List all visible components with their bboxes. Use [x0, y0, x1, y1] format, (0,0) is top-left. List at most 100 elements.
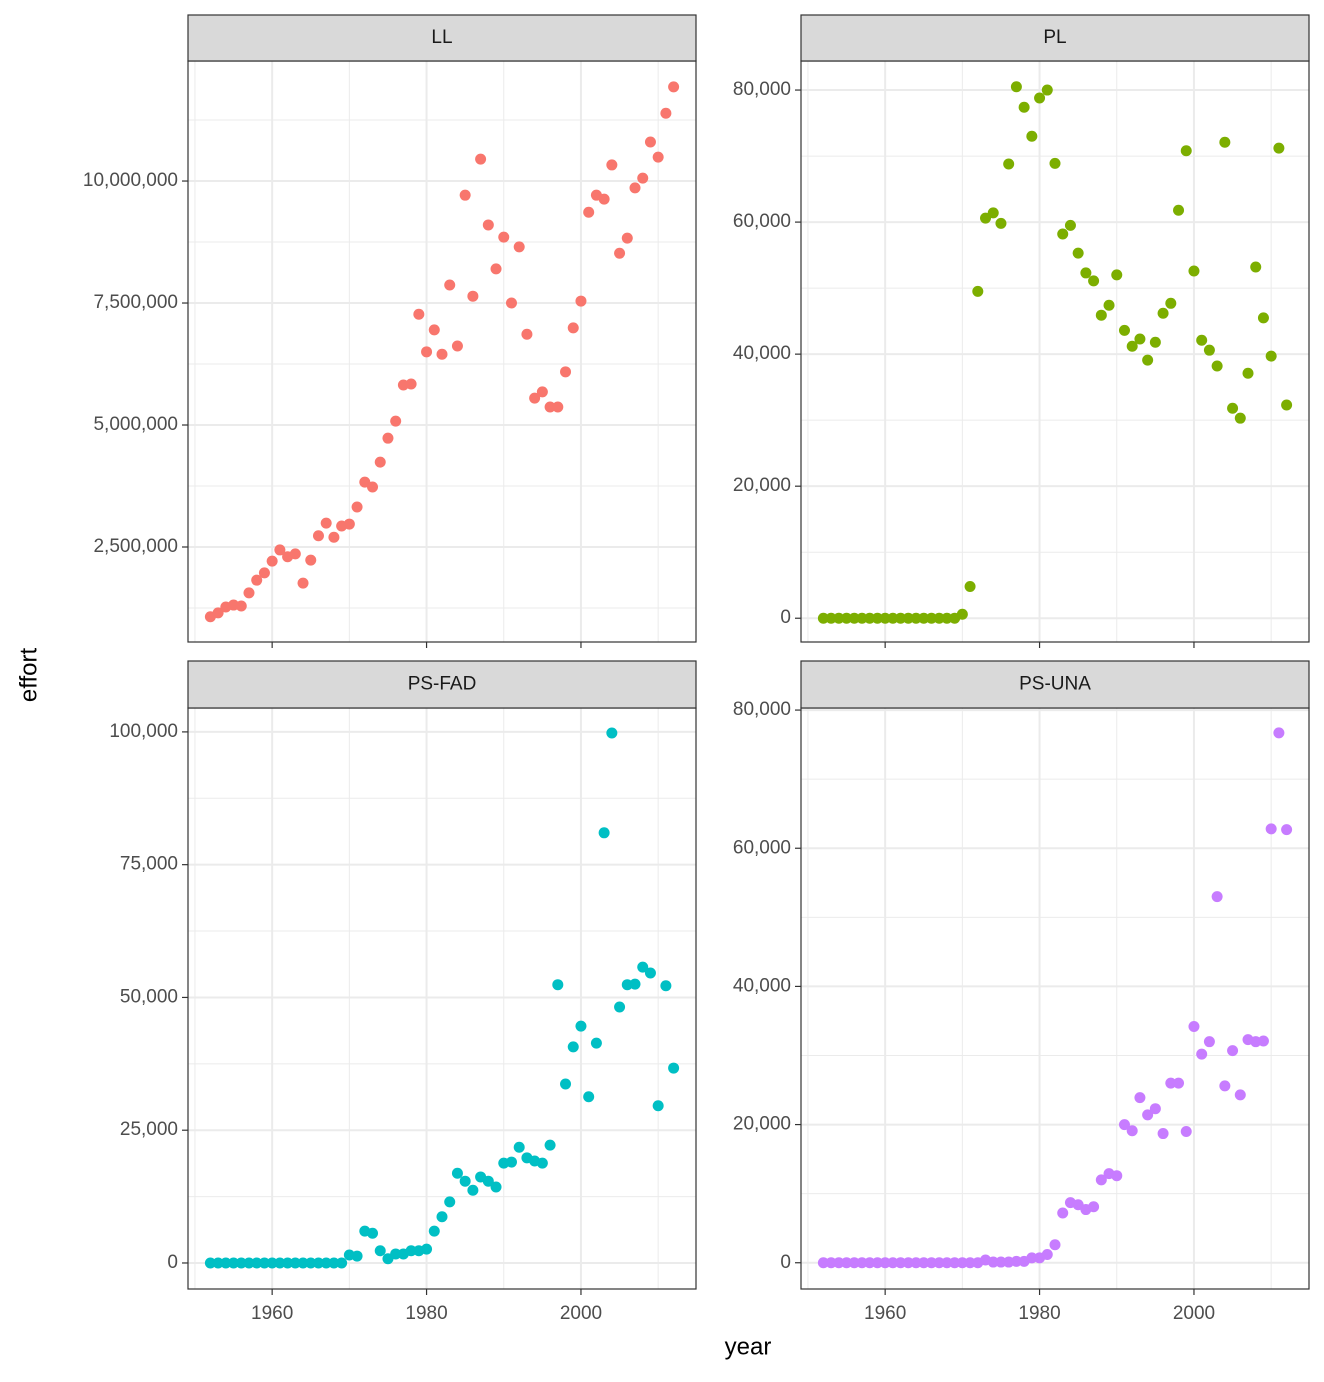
point [351, 1250, 363, 1262]
point [614, 1001, 626, 1013]
point [856, 612, 868, 624]
point [459, 1175, 471, 1187]
point [413, 308, 425, 320]
y-tick-label: 40,000 [733, 343, 791, 364]
point [536, 386, 548, 398]
point [1173, 1077, 1185, 1089]
point [505, 297, 517, 309]
point [451, 340, 463, 352]
point [529, 392, 541, 404]
point [390, 1248, 402, 1260]
x-tick-label: 2000 [560, 1303, 602, 1324]
point [1227, 1045, 1239, 1057]
point [212, 607, 224, 619]
point [513, 1141, 525, 1153]
point [1049, 157, 1061, 169]
point [660, 980, 672, 992]
point [1188, 265, 1200, 277]
point [482, 219, 494, 231]
point [536, 1157, 548, 1169]
point [1227, 402, 1239, 414]
point [1196, 334, 1208, 346]
point [521, 328, 533, 340]
point [941, 1257, 953, 1269]
point [451, 1167, 463, 1179]
x-tick-label: 1960 [251, 1303, 293, 1324]
point [918, 612, 930, 624]
point [212, 1257, 224, 1269]
point [560, 1078, 572, 1090]
point [220, 1257, 232, 1269]
y-tick-label: 20,000 [733, 1114, 791, 1135]
point [274, 544, 286, 556]
point [1010, 1255, 1022, 1267]
point [266, 555, 278, 567]
point [833, 1257, 845, 1269]
point [1257, 312, 1269, 324]
point [282, 1257, 294, 1269]
point [1026, 130, 1038, 142]
point [933, 1257, 945, 1269]
point [987, 207, 999, 219]
point [405, 1245, 417, 1257]
point [1003, 158, 1015, 170]
point [228, 1257, 240, 1269]
point [1149, 1103, 1161, 1115]
point [1281, 824, 1293, 836]
y-tick-label: 0 [167, 1252, 178, 1273]
point [1088, 1201, 1100, 1213]
point [918, 1257, 930, 1269]
point [1265, 350, 1277, 362]
point [995, 217, 1007, 229]
strip-label: LL [431, 27, 452, 48]
point [1281, 399, 1293, 411]
point [305, 554, 317, 566]
y-tick-label: 75,000 [120, 854, 178, 875]
point [1049, 1239, 1061, 1251]
point [1196, 1048, 1208, 1060]
point [637, 172, 649, 184]
point [444, 279, 456, 291]
point [864, 612, 876, 624]
point [1188, 1020, 1200, 1032]
y-tick-label: 60,000 [733, 211, 791, 232]
point [972, 285, 984, 297]
point [421, 1243, 433, 1255]
point [297, 577, 309, 589]
point [902, 612, 914, 624]
point [328, 531, 340, 543]
point [1142, 1109, 1154, 1121]
point [289, 548, 301, 560]
point [1111, 269, 1123, 281]
point [1080, 267, 1092, 279]
point [841, 612, 853, 624]
point [606, 727, 618, 739]
point [1265, 823, 1277, 835]
point [644, 967, 656, 979]
point [498, 231, 510, 243]
panel-background [801, 61, 1309, 642]
point [871, 612, 883, 624]
point [1118, 1119, 1130, 1131]
point [459, 189, 471, 201]
point [1018, 101, 1030, 113]
point [1242, 367, 1254, 379]
panel-background [188, 708, 696, 1289]
point [1234, 1089, 1246, 1101]
x-tick-label: 2000 [1173, 1303, 1215, 1324]
point [637, 961, 649, 973]
point [436, 348, 448, 360]
y-tick-label: 60,000 [733, 837, 791, 858]
point [652, 1100, 664, 1112]
point [902, 1257, 914, 1269]
point [505, 1156, 517, 1168]
point [1010, 81, 1022, 93]
point [660, 107, 672, 119]
point [251, 574, 263, 586]
point [251, 1257, 263, 1269]
point [544, 1139, 556, 1151]
point [980, 212, 992, 224]
point [871, 1257, 883, 1269]
point [428, 1225, 440, 1237]
